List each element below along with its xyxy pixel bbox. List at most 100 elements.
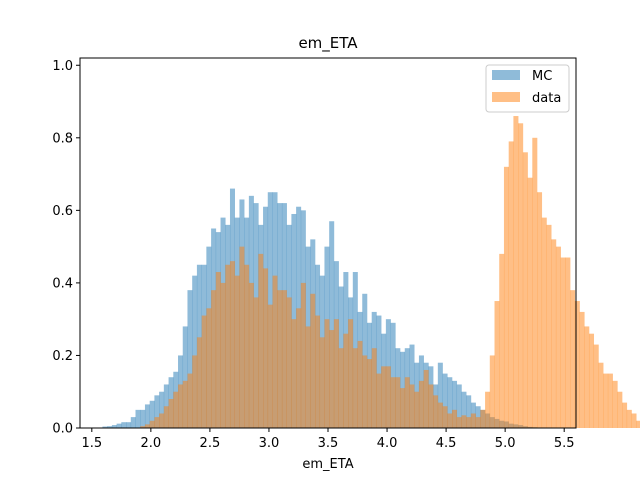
y-tick-label-0: 0.0 bbox=[52, 422, 73, 437]
bar-data-93 bbox=[537, 192, 543, 428]
bar-mc-59 bbox=[376, 315, 382, 428]
bar-data-43 bbox=[300, 282, 306, 428]
bar-data-41 bbox=[291, 319, 297, 428]
bar-data-17 bbox=[178, 384, 184, 428]
bar-data-69 bbox=[423, 369, 429, 428]
bar-data-39 bbox=[281, 290, 287, 428]
bar-data-81 bbox=[480, 409, 486, 428]
histogram-bars bbox=[102, 116, 640, 429]
bar-data-88 bbox=[513, 116, 519, 428]
bar-data-46 bbox=[315, 315, 321, 428]
bar-data-74 bbox=[447, 413, 453, 428]
bar-mc-6 bbox=[126, 422, 132, 428]
bar-mc-14 bbox=[163, 384, 169, 428]
bar-data-84 bbox=[494, 301, 500, 428]
bar-data-90 bbox=[522, 152, 528, 428]
bar-data-14 bbox=[163, 406, 169, 428]
bar-data-26 bbox=[220, 282, 226, 428]
y-tick-label-1: 0.2 bbox=[52, 349, 73, 364]
bar-mc-20 bbox=[192, 275, 198, 428]
bar-data-64 bbox=[400, 388, 406, 428]
bar-data-92 bbox=[532, 137, 538, 429]
bar-mc-19 bbox=[187, 290, 193, 428]
bar-data-99 bbox=[565, 257, 571, 428]
bar-data-36 bbox=[267, 304, 273, 428]
bar-mc-74 bbox=[447, 377, 453, 428]
bar-mc-62 bbox=[390, 322, 396, 428]
bar-mc-76 bbox=[456, 384, 462, 428]
bar-mc-2 bbox=[107, 426, 113, 428]
bar-data-9 bbox=[140, 426, 146, 428]
x-tick-label-2: 2.5 bbox=[200, 436, 221, 451]
y-tick-label-3: 0.6 bbox=[52, 204, 73, 219]
bar-data-45 bbox=[310, 293, 316, 428]
bar-mc-9 bbox=[140, 409, 146, 428]
bar-data-68 bbox=[418, 380, 424, 428]
bar-data-11 bbox=[149, 420, 155, 428]
bar-data-47 bbox=[319, 337, 325, 428]
bar-mc-3 bbox=[111, 425, 117, 428]
x-tick-label-8: 5.5 bbox=[554, 436, 575, 451]
bar-data-40 bbox=[286, 297, 292, 428]
bar-data-49 bbox=[329, 330, 335, 428]
x-tick-label-1: 2.0 bbox=[141, 436, 162, 451]
bar-data-23 bbox=[206, 308, 212, 428]
bar-data-85 bbox=[499, 253, 505, 428]
bar-data-66 bbox=[409, 384, 415, 428]
bar-data-50 bbox=[333, 319, 339, 428]
bar-data-70 bbox=[428, 384, 434, 428]
bar-mc-4 bbox=[116, 423, 122, 428]
bar-data-38 bbox=[277, 290, 283, 428]
bar-mc-8 bbox=[135, 409, 141, 428]
bar-data-77 bbox=[461, 415, 467, 428]
bar-data-80 bbox=[475, 417, 481, 428]
bar-data-25 bbox=[215, 272, 221, 428]
bar-data-98 bbox=[560, 257, 566, 428]
bar-data-103 bbox=[584, 326, 590, 428]
bar-data-30 bbox=[239, 246, 245, 428]
bar-data-65 bbox=[404, 377, 410, 428]
bar-mc-11 bbox=[149, 400, 155, 428]
bar-data-51 bbox=[338, 348, 344, 428]
bar-data-31 bbox=[244, 264, 250, 428]
bar-mc-73 bbox=[442, 373, 448, 428]
bar-data-58 bbox=[371, 348, 377, 428]
bar-data-32 bbox=[248, 282, 254, 428]
bar-data-24 bbox=[211, 290, 217, 428]
bar-data-109 bbox=[612, 380, 618, 428]
bar-data-100 bbox=[570, 290, 576, 428]
bar-mc-78 bbox=[466, 395, 472, 428]
bar-data-55 bbox=[357, 340, 363, 428]
bar-data-102 bbox=[579, 311, 585, 428]
bar-data-95 bbox=[546, 224, 552, 428]
x-axis-ticks: 1.5 2.0 2.5 3.0 3.5 4.0 4.5 5.0 5.5 bbox=[81, 428, 575, 451]
bar-data-62 bbox=[390, 377, 396, 428]
legend-label-mc: MC bbox=[532, 69, 552, 84]
x-axis-label: em_ETA bbox=[302, 457, 353, 472]
bar-data-67 bbox=[414, 391, 420, 428]
bar-mc-18 bbox=[182, 326, 188, 428]
bar-data-79 bbox=[470, 413, 476, 428]
bar-data-97 bbox=[555, 246, 561, 428]
bar-data-27 bbox=[225, 264, 231, 428]
bar-mc-10 bbox=[144, 404, 150, 428]
bar-data-44 bbox=[305, 326, 311, 428]
bar-data-113 bbox=[631, 413, 637, 428]
bar-mc-5 bbox=[121, 422, 127, 428]
bar-data-110 bbox=[617, 391, 623, 428]
x-tick-label-4: 3.5 bbox=[318, 436, 339, 451]
bar-data-37 bbox=[272, 275, 278, 428]
bar-mc-75 bbox=[452, 380, 458, 428]
bar-data-114 bbox=[636, 420, 640, 428]
bar-data-21 bbox=[196, 337, 202, 428]
x-tick-label-5: 4.0 bbox=[377, 436, 398, 451]
x-tick-label-6: 4.5 bbox=[436, 436, 457, 451]
bar-data-91 bbox=[527, 177, 533, 428]
bar-data-112 bbox=[626, 409, 632, 428]
bar-data-19 bbox=[187, 373, 193, 428]
bar-data-60 bbox=[381, 366, 387, 428]
legend-swatch-mc bbox=[492, 70, 520, 80]
bar-data-16 bbox=[173, 391, 179, 428]
bar-data-28 bbox=[229, 261, 235, 428]
